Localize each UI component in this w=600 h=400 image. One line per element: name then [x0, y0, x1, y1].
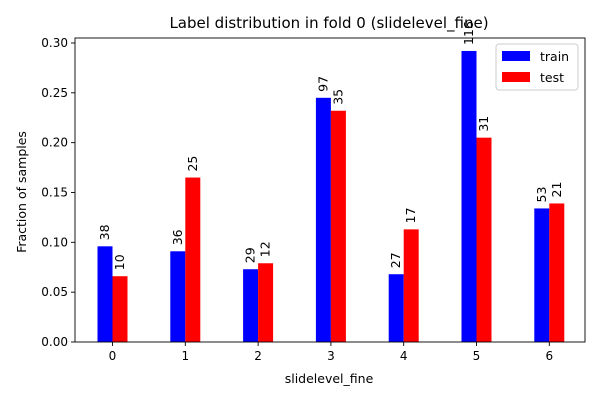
x-tick-label: 5	[473, 349, 481, 363]
data-label-train-1: 36	[170, 229, 185, 245]
data-label-test-5: 31	[476, 116, 491, 132]
data-label-test-4: 17	[403, 207, 418, 223]
bar-test-6	[549, 203, 565, 342]
x-tick-label: 3	[327, 349, 335, 363]
legend-label-train: train	[540, 49, 569, 64]
y-axis-label: Fraction of samples	[14, 131, 29, 253]
x-tick-label: 4	[400, 349, 408, 363]
chart-title: Label distribution in fold 0 (slidelevel…	[169, 14, 488, 33]
data-label-test-3: 35	[330, 89, 345, 105]
bar-train-3	[315, 97, 331, 342]
data-label-test-0: 10	[112, 254, 127, 270]
y-tick-label: 0.10	[41, 235, 68, 249]
x-axis-label: slidelevel_fine	[285, 371, 374, 386]
data-label-train-3: 97	[315, 76, 330, 92]
data-label-train-2: 29	[243, 247, 258, 263]
data-label-train-4: 27	[388, 252, 403, 268]
axes-layer: 0.000.050.100.150.200.250.300 1 2 3 4 5 6	[41, 36, 586, 363]
bar-train-4	[388, 274, 404, 342]
data-label-test-6: 21	[549, 182, 564, 198]
bar-train-1	[170, 251, 186, 342]
plot-frame	[74, 37, 586, 343]
legend-swatch-test	[502, 72, 530, 82]
data-labels-layer: 38 36 29 97 27 116 53 10 25 12 35 17 31 21	[97, 21, 564, 270]
bar-test-4	[403, 229, 419, 342]
y-tick-label: 0.25	[41, 86, 68, 100]
x-tick-label: 6	[545, 349, 553, 363]
data-label-train-6: 53	[534, 187, 549, 203]
bar-test-3	[330, 110, 346, 343]
bar-train-0	[97, 246, 113, 342]
bar-test-0	[112, 276, 128, 342]
bar-train-6	[534, 208, 550, 342]
bars-layer	[97, 50, 565, 343]
data-label-test-2: 12	[258, 241, 273, 257]
x-tick-label: 1	[181, 349, 189, 363]
y-tick-label: 0.30	[41, 36, 68, 50]
bar-test-5	[476, 137, 492, 342]
y-tick-label: 0.00	[41, 335, 68, 349]
bar-test-2	[258, 263, 274, 342]
data-label-train-5: 116	[461, 21, 476, 45]
x-tick-label: 0	[109, 349, 117, 363]
legend-label-test: test	[540, 70, 564, 85]
data-label-test-1: 25	[185, 156, 200, 172]
y-tick-label: 0.05	[41, 285, 68, 299]
x-tick-label: 2	[254, 349, 262, 363]
legend: train test	[495, 43, 579, 91]
bar-train-5	[461, 50, 477, 343]
y-tick-label: 0.15	[41, 185, 68, 199]
legend-swatch-train	[502, 51, 530, 61]
bar-train-2	[243, 269, 259, 342]
data-label-train-0: 38	[97, 224, 112, 240]
y-tick-label: 0.20	[41, 136, 68, 150]
bar-test-1	[185, 177, 201, 342]
